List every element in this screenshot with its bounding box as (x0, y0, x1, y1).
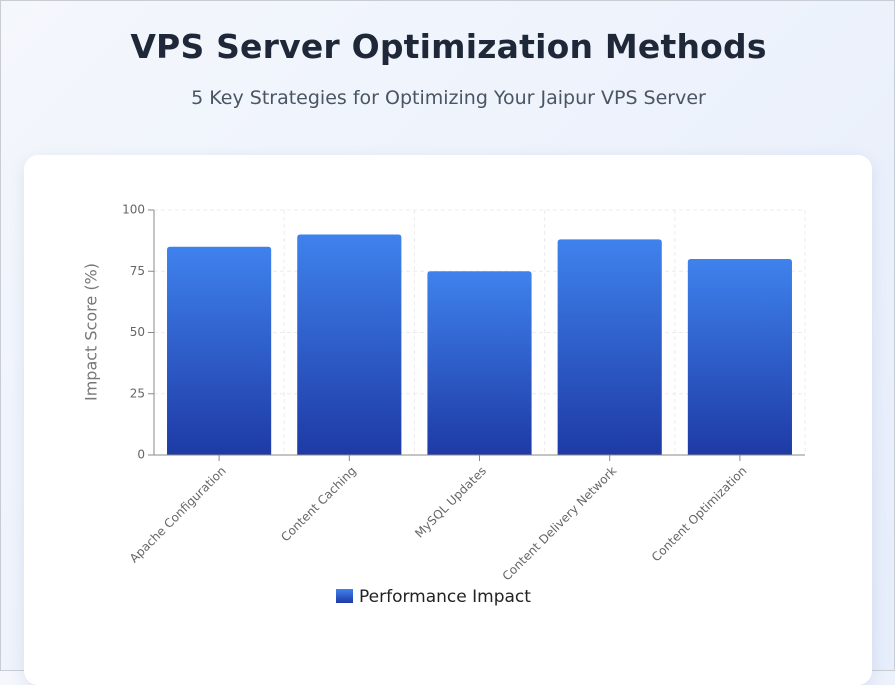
x-tick-label: Content Optimization (649, 464, 750, 565)
y-tick-label: 50 (130, 325, 145, 339)
x-tick-label: Content Caching (278, 464, 359, 545)
x-tick-label: MySQL Updates (412, 464, 489, 541)
chart-card: 0 25 50 75 100 Apache Configuration Content Ca… (24, 155, 872, 685)
bar-1[interactable] (167, 246, 272, 455)
y-tick-label: 0 (137, 448, 145, 462)
y-tick-label: 25 (130, 386, 145, 400)
x-tick-label: Content Delivery Network (500, 464, 620, 584)
bar-5[interactable] (687, 259, 792, 455)
y-axis-label: Impact Score (%) (82, 263, 101, 401)
legend-label: Performance Impact (359, 587, 531, 607)
bar-3[interactable] (427, 271, 532, 455)
chart-subtitle: 5 Key Strategies for Optimizing Your Jai… (191, 87, 706, 109)
legend[interactable]: Performance Impact (336, 587, 531, 607)
chart-title: VPS Server Optimization Methods (130, 27, 767, 66)
legend-swatch (336, 589, 353, 603)
y-tick-label: 100 (122, 203, 145, 217)
bar-chart: 0 25 50 75 100 Apache Configuration Content Ca… (82, 203, 806, 607)
x-tick-label: Apache Configuration (127, 464, 229, 566)
y-tick-label: 75 (130, 264, 145, 278)
bar-4[interactable] (557, 239, 662, 455)
bar-2[interactable] (297, 234, 402, 456)
